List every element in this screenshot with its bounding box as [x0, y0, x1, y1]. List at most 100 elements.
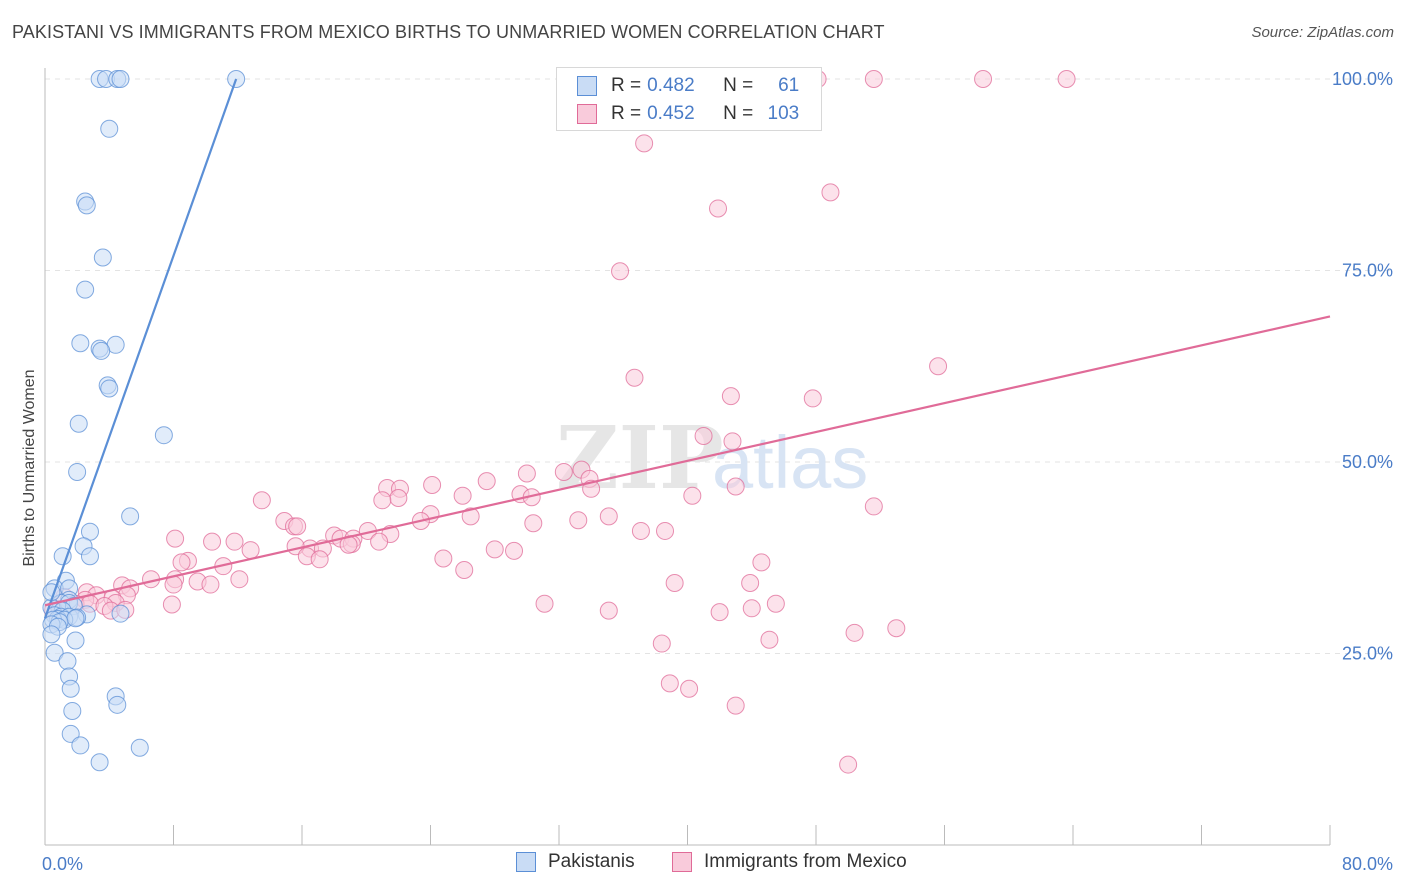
- data-point: [66, 631, 85, 650]
- correlation-legend: R = 0.482 N = 61 R = 0.452 N = 103: [556, 67, 822, 131]
- data-point: [821, 183, 840, 202]
- data-point: [974, 70, 993, 88]
- data-point: [288, 517, 307, 536]
- trend-line-pakistanis: [43, 78, 238, 619]
- data-point: [839, 755, 858, 774]
- legend-n-label: N =: [723, 103, 754, 124]
- data-point: [203, 532, 222, 551]
- data-point: [505, 541, 524, 560]
- data-point: [92, 341, 111, 360]
- legend-swatch-pink: [577, 104, 597, 124]
- y-tick-label: 100.0%: [1332, 69, 1393, 89]
- data-point: [625, 368, 644, 387]
- source-label: Source: ZipAtlas.com: [1251, 24, 1394, 41]
- data-point: [373, 491, 392, 510]
- data-point: [864, 497, 883, 516]
- legend-swatch-blue: [516, 852, 536, 872]
- legend-item-immigrants-from-mexico[interactable]: Immigrants from Mexico: [672, 851, 907, 873]
- series-legend: Pakistanis Immigrants from Mexico: [0, 851, 1406, 877]
- data-point: [42, 625, 61, 644]
- data-point: [225, 532, 244, 551]
- data-point: [683, 486, 702, 505]
- data-point: [665, 574, 684, 593]
- data-point: [63, 701, 82, 720]
- data-point: [660, 674, 679, 693]
- data-point: [599, 507, 618, 526]
- data-point: [726, 477, 745, 496]
- legend-item-pakistanis[interactable]: Pakistanis: [516, 851, 635, 873]
- data-point: [77, 196, 96, 215]
- data-point: [656, 521, 675, 540]
- data-point: [742, 599, 761, 618]
- gridlines: [45, 78, 1395, 654]
- data-point: [517, 464, 536, 483]
- data-point: [166, 529, 185, 548]
- data-point: [121, 507, 140, 526]
- data-point: [80, 547, 99, 566]
- x-tick-label: 0.0%: [42, 854, 83, 874]
- data-point: [766, 594, 785, 613]
- data-point: [58, 652, 77, 671]
- data-point: [887, 619, 906, 638]
- data-point: [69, 414, 88, 433]
- data-point: [760, 630, 779, 649]
- data-point: [723, 432, 742, 451]
- data-point: [162, 595, 181, 614]
- legend-row-pakistanis: R = 0.482 N = 61: [577, 73, 799, 99]
- data-point: [803, 389, 822, 408]
- legend-swatch-pink: [672, 852, 692, 872]
- axes: [44, 68, 1331, 846]
- legend-row-mexico: R = 0.452 N = 103: [577, 101, 799, 127]
- data-point: [1057, 70, 1076, 88]
- legend-r-value: 0.482: [647, 75, 695, 96]
- data-point: [694, 426, 713, 445]
- data-point: [455, 561, 474, 580]
- legend-n-value: 61: [778, 75, 800, 96]
- data-point: [100, 119, 119, 138]
- data-point: [554, 462, 573, 481]
- y-tick-label: 50.0%: [1342, 452, 1393, 472]
- data-point: [635, 134, 654, 153]
- data-point: [111, 604, 130, 623]
- data-point: [929, 357, 948, 376]
- data-point: [524, 514, 543, 533]
- watermark: ZIP atlas: [556, 408, 868, 509]
- legend-r-value: 0.452: [647, 103, 695, 124]
- data-point: [45, 643, 64, 662]
- legend-label: Immigrants from Mexico: [704, 851, 907, 872]
- data-point: [423, 475, 442, 494]
- legend-r-label: R =: [611, 103, 642, 124]
- data-point: [485, 540, 504, 559]
- data-point: [631, 521, 650, 540]
- data-point: [310, 550, 329, 569]
- data-point: [569, 511, 588, 530]
- tick-labels: 25.0% 50.0% 75.0% 100.0% 0.0% 80.0%: [42, 69, 1393, 874]
- data-point: [453, 486, 472, 505]
- data-point: [864, 70, 883, 88]
- y-axis-label: Births to Unmarried Women: [21, 369, 38, 566]
- data-point: [154, 426, 173, 445]
- data-point: [76, 280, 95, 299]
- y-tick-label: 25.0%: [1342, 644, 1393, 664]
- data-point: [477, 472, 496, 491]
- x-tick-label: 80.0%: [1342, 854, 1393, 874]
- data-point: [66, 609, 85, 628]
- data-point: [710, 603, 729, 622]
- legend-n-label: N =: [723, 75, 754, 96]
- data-point: [611, 262, 630, 281]
- trend-lines: [43, 78, 1331, 619]
- data-point: [130, 738, 149, 757]
- data-point: [680, 679, 699, 698]
- data-point: [741, 574, 760, 593]
- data-point: [53, 547, 72, 566]
- data-point: [721, 387, 740, 406]
- data-point: [599, 601, 618, 620]
- data-point: [71, 736, 90, 755]
- data-point: [172, 553, 191, 572]
- data-point: [230, 570, 249, 589]
- data-point: [93, 248, 112, 267]
- y-tick-label: 75.0%: [1342, 261, 1393, 281]
- data-point: [241, 541, 260, 560]
- data-point: [90, 753, 109, 772]
